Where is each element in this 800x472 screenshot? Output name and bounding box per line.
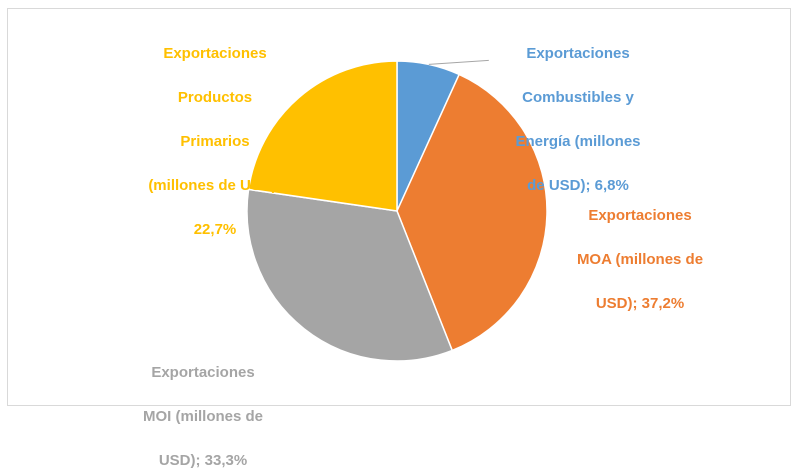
slice-label-moi: Exportaciones MOI (millones de USD); 33,… — [128, 340, 278, 472]
slice-moa — [396, 73, 548, 352]
slice-label-combustibles: Exportaciones Combustibles y Energía (mi… — [498, 21, 658, 197]
slice-primarios — [247, 60, 398, 212]
slice-label-line: MOA (millones de — [576, 251, 704, 268]
slice-label-line: Energía (millones — [515, 133, 641, 150]
slice-label-primarios: Exportaciones Productos Primarios (millo… — [135, 21, 295, 241]
pie-chart — [246, 59, 548, 362]
slice-label-line: Exportaciones — [588, 207, 692, 224]
slice-label-line: (millones de USD); — [148, 177, 282, 194]
slice-label-line: 22,7% — [193, 221, 237, 238]
slice-label-line: Exportaciones — [151, 364, 255, 381]
slice-label-line: Exportaciones — [526, 45, 630, 62]
slice-label-line: Productos — [177, 89, 253, 106]
slice-label-line: de USD); 6,8% — [527, 177, 629, 194]
leader-line — [428, 59, 489, 65]
pie-slices — [246, 60, 548, 362]
slice-label-line: USD); 37,2% — [595, 295, 685, 312]
slice-label-line: Exportaciones — [163, 45, 267, 62]
slice-label-line: Combustibles y — [522, 89, 634, 106]
slice-label-moa: Exportaciones MOA (millones de USD); 37,… — [565, 183, 715, 315]
slice-label-line: Primarios — [180, 133, 250, 150]
slice-label-line: MOI (millones de — [142, 408, 263, 425]
slice-moi — [246, 188, 454, 362]
slice-label-line: USD); 33,3% — [158, 452, 248, 469]
